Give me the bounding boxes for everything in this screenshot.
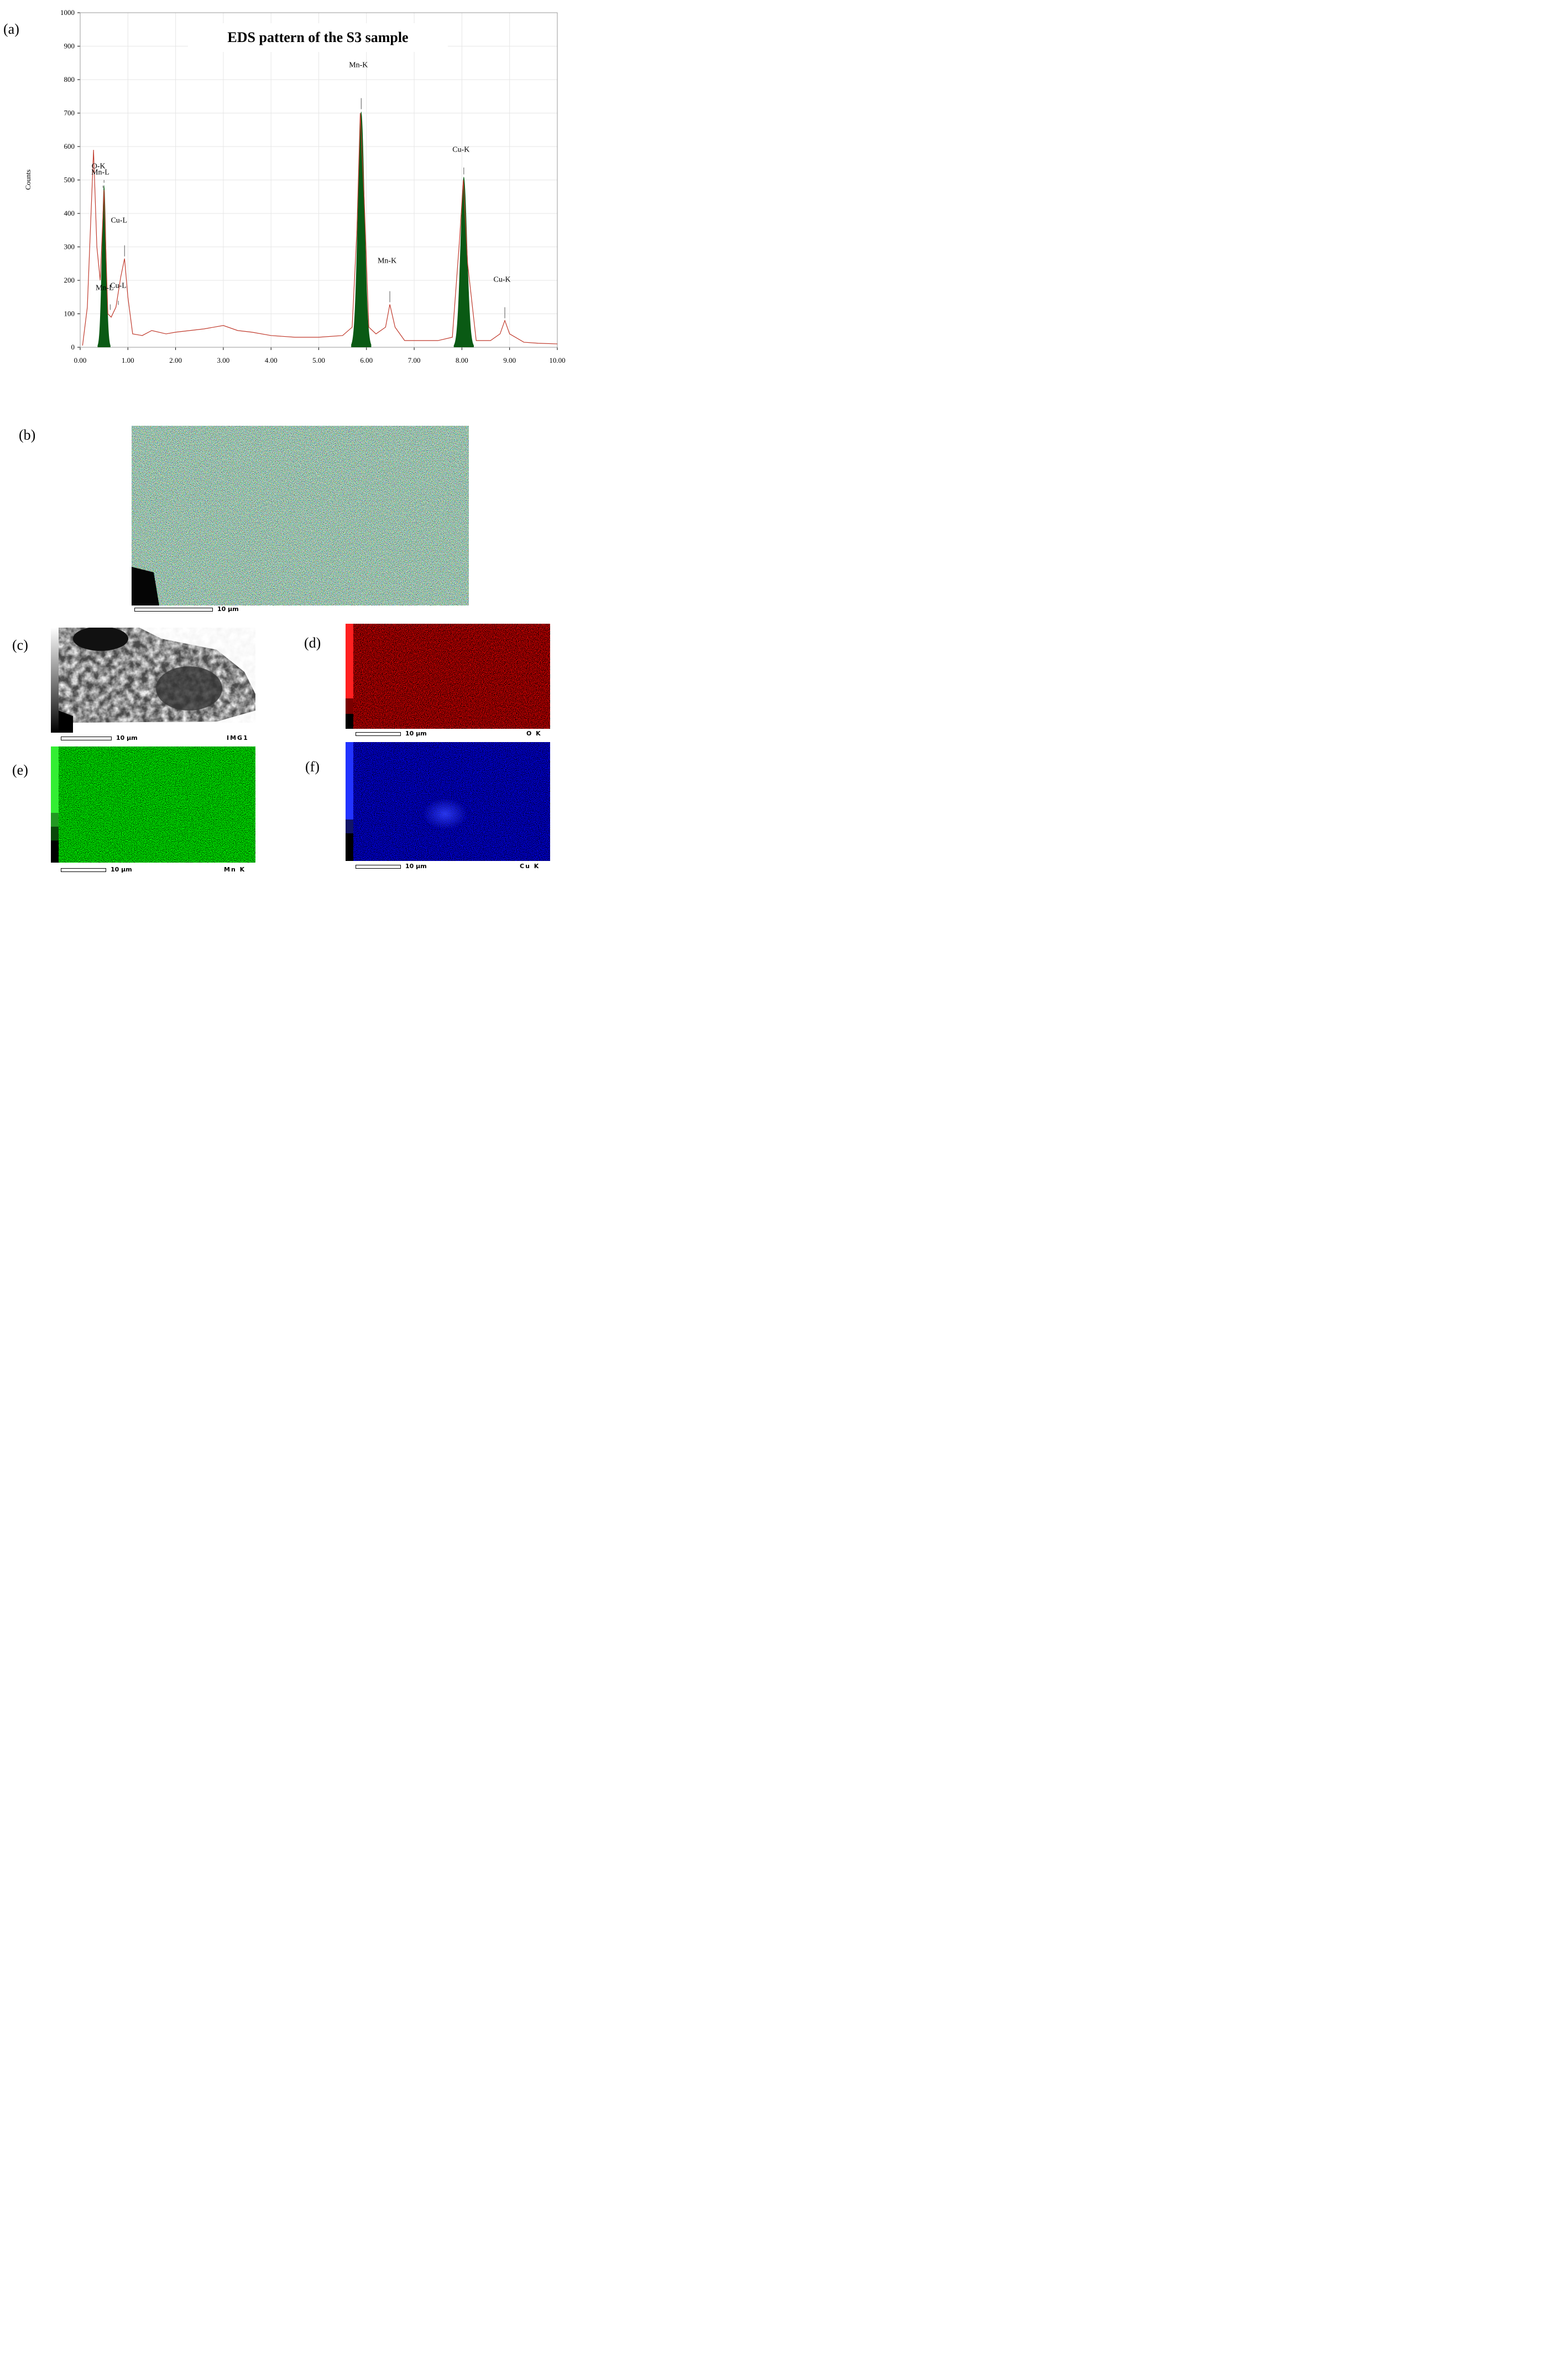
y-tick-label: 600 <box>64 142 75 150</box>
element-peak-fill <box>97 185 111 347</box>
y-tick-label: 900 <box>64 42 75 50</box>
channel-label-c: IMG1 <box>227 734 249 742</box>
panel-label-e: (e) <box>12 762 28 778</box>
peak-label: Mn-K <box>349 61 368 69</box>
x-tick-label: 4.00 <box>265 356 278 364</box>
spectrum-line <box>82 113 558 346</box>
x-tick-label: 1.00 <box>122 356 134 364</box>
channel-label-f: Cu K <box>520 863 540 870</box>
x-tick-label: 7.00 <box>408 356 421 364</box>
y-tick-label: 100 <box>64 310 75 318</box>
peak-label: Cu-K <box>452 145 469 154</box>
element-peak-fill <box>453 176 474 347</box>
panel-label-b: (b) <box>19 427 36 443</box>
y-tick-label: 200 <box>64 276 75 284</box>
panel-label-c: (c) <box>12 637 28 653</box>
y-axis-label: Counts <box>24 170 32 190</box>
peak-label: Cu-L <box>111 217 127 225</box>
panel-label-f: (f) <box>305 759 320 775</box>
peak-label: Mn-L <box>96 284 114 292</box>
scale-bar-d: 10 μm <box>356 730 427 737</box>
y-tick-label: 400 <box>64 209 75 217</box>
peak-label: O-K <box>92 163 106 171</box>
chart-title-box <box>188 23 448 52</box>
x-tick-label: 6.00 <box>360 356 373 364</box>
element-peak-fill <box>351 111 372 347</box>
y-tick-label: 800 <box>64 75 75 83</box>
panel-label-a: (a) <box>3 21 19 37</box>
copper-map <box>346 742 550 861</box>
sem-image <box>51 628 255 733</box>
x-tick-label: 0.00 <box>74 356 87 364</box>
scale-bar-b: 10 μm <box>134 605 239 613</box>
manganese-map <box>51 746 255 863</box>
oxygen-map <box>346 624 550 729</box>
peak-label: Cu-K <box>494 276 511 284</box>
composite-element-map <box>132 426 469 605</box>
x-tick-label: 5.00 <box>312 356 325 364</box>
chart-title: EDS pattern of the S3 sample <box>227 29 408 45</box>
x-tick-label: 8.00 <box>456 356 468 364</box>
y-tick-label: 1000 <box>60 8 75 17</box>
peak-label: Mn-L <box>91 169 109 177</box>
plot-frame <box>80 12 558 348</box>
x-tick-label: 10.00 <box>549 356 565 364</box>
x-tick-label: 3.00 <box>217 356 230 364</box>
scale-bar-e: 10 μm <box>61 866 132 873</box>
channel-label-d: O K <box>526 730 542 737</box>
peak-label: Mn-K <box>378 257 396 265</box>
scale-bar-c: 10 μm <box>61 734 138 742</box>
y-tick-label: 700 <box>64 109 75 117</box>
y-tick-label: 300 <box>64 243 75 251</box>
y-tick-label: 0 <box>71 343 75 351</box>
y-tick-label: 500 <box>64 176 75 184</box>
peak-label: Cu-L <box>110 281 127 290</box>
x-tick-label: 9.00 <box>503 356 516 364</box>
eds-spectrum-chart: 0.00 1.00 2.00 3.00 4.00 5.00 6.00 7.00 8.00 9.00… <box>24 8 566 364</box>
scale-bar-f: 10 μm <box>356 863 427 870</box>
channel-label-e: Mn K <box>224 866 246 873</box>
x-tick-label: 2.00 <box>169 356 182 364</box>
panel-label-d: (d) <box>304 635 321 651</box>
